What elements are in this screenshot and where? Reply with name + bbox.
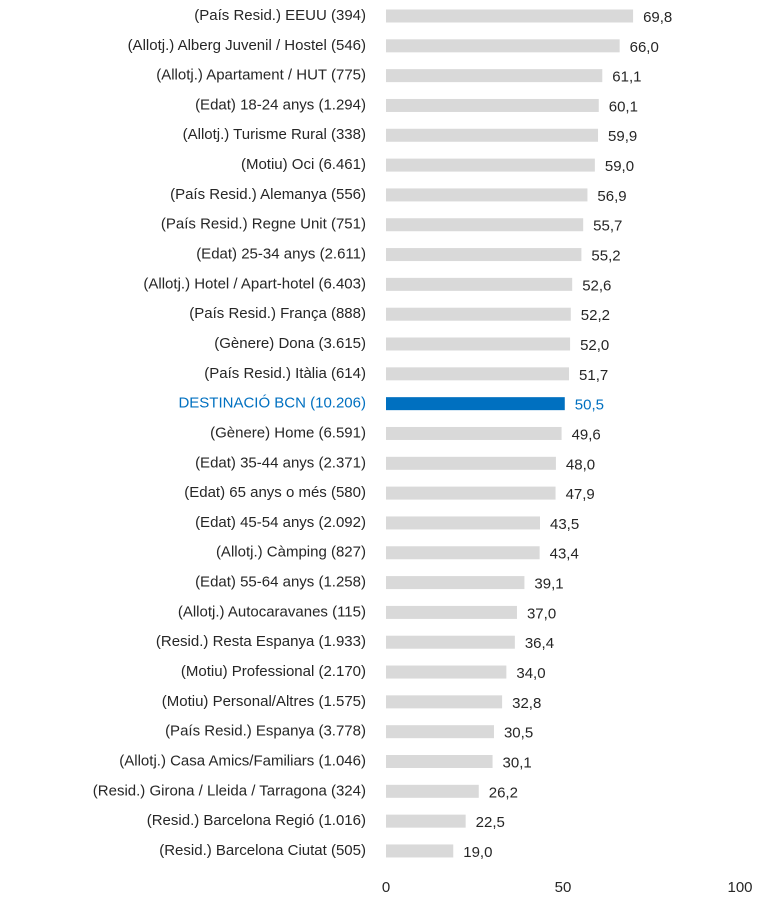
category-label: (Allotj.) Càmping (827) (216, 544, 366, 561)
category-label: (Edat) 35-44 anys (2.371) (195, 454, 366, 471)
category-label: (País Resid.) Espanya (3.778) (165, 723, 366, 740)
category-label: (Allotj.) Alberg Juvenil / Hostel (546) (128, 37, 366, 54)
bar (386, 486, 556, 500)
category-label: (Gènere) Dona (3.615) (214, 335, 366, 352)
bar (386, 516, 540, 530)
value-label: 69,8 (643, 9, 672, 26)
bar (386, 814, 466, 828)
bar (386, 98, 599, 112)
value-label: 59,9 (608, 128, 637, 145)
category-label: (Motiu) Personal/Altres (1.575) (162, 693, 366, 710)
category-label: (País Resid.) Regne Unit (751) (161, 216, 366, 233)
x-tick-label: 50 (555, 879, 572, 896)
value-label: 22,5 (476, 814, 505, 831)
bar (386, 844, 454, 858)
x-tick-label: 100 (727, 879, 752, 896)
value-label: 51,7 (579, 367, 608, 384)
category-label: (Resid.) Barcelona Ciutat (505) (159, 842, 366, 859)
category-label: (Allotj.) Apartament / HUT (775) (156, 67, 366, 84)
value-label: 66,0 (630, 39, 659, 56)
bar (386, 784, 479, 798)
category-label: (Edat) 45-54 anys (2.092) (195, 514, 366, 531)
category-label: DESTINACIÓ BCN (10.206) (178, 395, 366, 412)
value-label: 47,9 (566, 486, 595, 503)
bar (386, 218, 584, 232)
value-label: 26,2 (489, 784, 518, 801)
bar (386, 367, 570, 381)
value-label: 59,0 (605, 158, 634, 175)
bar (386, 9, 634, 23)
value-label: 36,4 (525, 635, 554, 652)
bar (386, 605, 517, 619)
bar (386, 456, 556, 470)
category-label: (Edat) 65 anys o més (580) (184, 484, 366, 501)
value-label: 52,6 (582, 277, 611, 294)
category-label: (País Resid.) Alemanya (556) (170, 186, 366, 203)
category-label: (País Resid.) EEUU (394) (194, 7, 366, 24)
value-label: 55,7 (593, 218, 622, 235)
category-label: (Allotj.) Autocaravanes (115) (178, 603, 366, 620)
category-label: (Edat) 18-24 anys (1.294) (195, 96, 366, 113)
value-label: 30,5 (504, 725, 533, 742)
value-label: 39,1 (534, 576, 563, 593)
category-label: (Allotj.) Casa Amics/Familiars (1.046) (119, 752, 366, 769)
value-label: 43,4 (550, 546, 579, 563)
value-label: 49,6 (572, 426, 601, 443)
category-label: (Motiu) Oci (6.461) (241, 156, 366, 173)
x-tick-label: 0 (382, 879, 390, 896)
bar (386, 337, 571, 351)
value-label: 52,2 (581, 307, 610, 324)
category-label: (Motiu) Professional (2.170) (181, 663, 366, 680)
bar (386, 576, 525, 590)
value-label: 37,0 (527, 605, 556, 622)
bar (386, 397, 565, 411)
value-label: 60,1 (609, 98, 638, 115)
value-label: 50,5 (575, 397, 604, 414)
value-label: 32,8 (512, 695, 541, 712)
bar (386, 277, 573, 291)
bar (386, 426, 562, 440)
value-label: 61,1 (612, 69, 641, 86)
value-label: 43,5 (550, 516, 579, 533)
bar (386, 635, 515, 649)
bar (386, 755, 493, 768)
category-label: (Allotj.) Hotel / Apart-hotel (6.403) (143, 275, 366, 292)
value-label: 30,1 (503, 754, 532, 771)
value-label: 52,0 (580, 337, 609, 354)
bar (386, 128, 599, 142)
category-label: (Edat) 25-34 anys (2.611) (196, 246, 366, 263)
category-label: (Edat) 55-64 anys (1.258) (195, 574, 366, 591)
bar (386, 158, 595, 172)
category-label: (Resid.) Girona / Lleida / Tarragona (32… (93, 782, 366, 799)
value-label: 19,0 (463, 844, 492, 861)
category-label: (Resid.) Resta Espanya (1.933) (156, 633, 366, 650)
category-label: (Gènere) Home (6.591) (210, 424, 366, 441)
bar (386, 307, 571, 321)
bar (386, 39, 620, 53)
bar (386, 546, 540, 560)
value-label: 34,0 (516, 665, 545, 682)
bar (386, 725, 494, 739)
bar (386, 665, 507, 679)
bar (386, 248, 582, 262)
category-label: (Allotj.) Turisme Rural (338) (183, 126, 366, 143)
category-label: (País Resid.) Itàlia (614) (204, 365, 366, 382)
value-label: 48,0 (566, 456, 595, 473)
bar (386, 69, 603, 83)
value-label: 55,2 (591, 248, 620, 265)
value-label: 56,9 (597, 188, 626, 205)
category-label: (Resid.) Barcelona Regió (1.016) (147, 812, 366, 829)
bar (386, 695, 503, 709)
category-label: (País Resid.) França (888) (189, 305, 366, 322)
bar (386, 188, 588, 202)
